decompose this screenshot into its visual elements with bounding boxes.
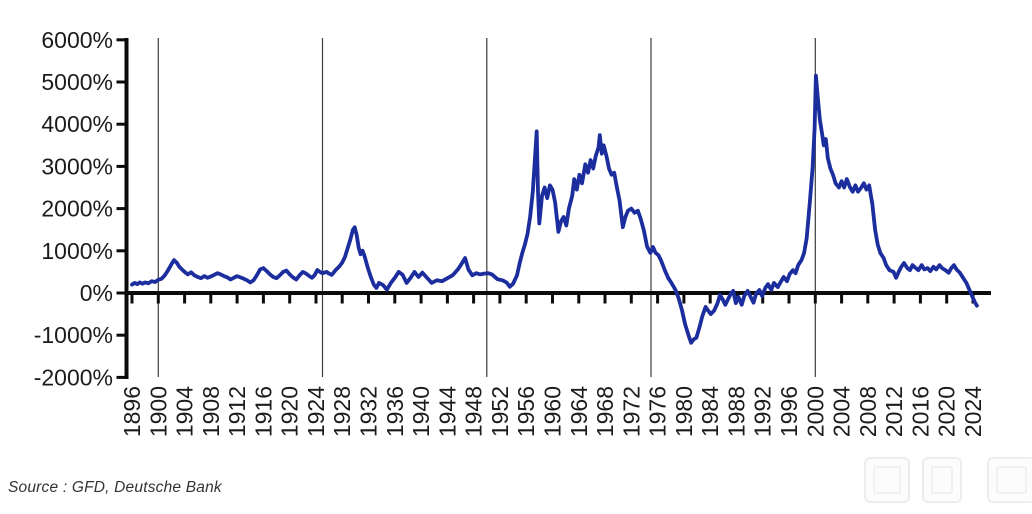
x-tick-label: 2024 (960, 386, 986, 437)
x-tick (419, 295, 423, 304)
x-tick-label: 1968 (592, 386, 618, 437)
x-tick-label: 1956 (513, 386, 539, 437)
x-tick (918, 295, 922, 304)
x-tick-label: 1916 (250, 386, 276, 437)
y-tick-label: 4000% (41, 111, 113, 137)
x-tick (288, 295, 292, 304)
x-tick (261, 295, 265, 304)
x-tick (682, 295, 686, 304)
reference-line-2000 (814, 38, 816, 377)
x-tick (130, 295, 134, 304)
x-tick-label: 2008 (855, 386, 881, 437)
x-tick (235, 295, 239, 304)
y-axis-line (124, 38, 129, 379)
x-tick (761, 295, 765, 304)
x-tick-label: 1932 (356, 386, 382, 437)
x-tick (656, 295, 660, 304)
x-tick (445, 295, 449, 304)
x-tick (892, 295, 896, 304)
x-tick (367, 295, 370, 304)
reference-line-1900 (157, 38, 159, 377)
x-tick-label: 1964 (566, 386, 592, 437)
rolling-returns-line-chart: 6000% 5000% 4000% 3000% 2000% 1000% 0% -1000% -2… (34, 27, 991, 437)
x-tick-label: 1996 (776, 386, 802, 437)
x-tick-label: 1992 (750, 386, 776, 437)
y-tick-label: -1000% (34, 322, 113, 348)
y-tick (116, 38, 125, 42)
x-tick (314, 295, 318, 304)
y-tick (116, 291, 125, 295)
x-tick (813, 295, 817, 304)
x-tick-label: 1904 (172, 386, 198, 437)
y-tick-label: 1000% (41, 238, 113, 264)
x-tick (603, 295, 607, 304)
reference-line-1925 (321, 38, 324, 377)
x-tick-label: 1988 (723, 386, 749, 437)
x-tick-label: 1980 (671, 386, 697, 437)
y-tick-label: 2000% (41, 196, 113, 222)
watermark-logo-inner (996, 466, 1027, 494)
watermark-logo-icon (987, 457, 1032, 503)
reference-line-1975 (650, 38, 652, 377)
x-tick (209, 295, 213, 304)
x-tick-label: 2016 (907, 386, 933, 437)
x-tick (787, 295, 791, 304)
x-tick-label: 1960 (540, 386, 566, 437)
data-line-rolling-return-percent (130, 73, 979, 345)
source-note: Source : GFD, Deutsche Bank (8, 479, 222, 496)
y-tick-label: 3000% (41, 153, 113, 179)
x-tick-label: 1940 (408, 386, 434, 437)
y-tick (116, 164, 125, 168)
y-tick (116, 375, 125, 379)
x-tick (866, 295, 870, 304)
y-tick-label: 6000% (41, 27, 113, 53)
y-tick (116, 249, 125, 253)
x-tick (629, 295, 633, 304)
x-tick-label: 1908 (198, 386, 224, 437)
x-tick-label: 2012 (881, 386, 907, 437)
x-tick (945, 295, 949, 304)
x-tick-label: 2020 (934, 386, 960, 437)
x-tick-label: 1948 (461, 386, 487, 437)
x-tick-label: 1944 (434, 386, 460, 437)
x-axis-line (124, 291, 991, 295)
y-tick (116, 80, 125, 84)
watermark-logo-inner (931, 466, 953, 494)
x-tick (393, 295, 397, 304)
y-tick (116, 122, 125, 126)
x-tick-label: 1936 (382, 386, 408, 437)
x-tick-label: 1984 (697, 386, 723, 437)
x-tick-label: 1976 (645, 386, 671, 437)
y-tick-label: 5000% (41, 69, 113, 95)
x-tick (472, 295, 476, 304)
watermark-logo-icon (864, 457, 910, 503)
x-tick (340, 295, 344, 304)
x-tick-label: 1896 (119, 386, 145, 437)
y-tick-label: -2000% (34, 364, 113, 390)
reference-line-1950 (486, 38, 488, 377)
watermark-logo-icon (922, 457, 962, 503)
x-tick-label: 1920 (277, 386, 303, 437)
y-tick (116, 333, 125, 337)
x-tick-label: 1900 (145, 386, 171, 437)
x-tick-label: 1928 (329, 386, 355, 437)
x-tick (708, 295, 712, 304)
x-tick (183, 295, 187, 304)
x-tick-label: 1972 (618, 386, 644, 437)
x-tick (577, 295, 581, 304)
x-tick-label: 1924 (303, 386, 329, 437)
x-tick-label: 2004 (829, 386, 855, 437)
x-tick (840, 295, 844, 304)
x-tick (156, 295, 160, 304)
x-tick-label: 1912 (224, 386, 250, 437)
x-tick (498, 295, 502, 304)
x-tick-label: 1952 (487, 386, 513, 437)
y-tick (116, 207, 125, 211)
x-tick (524, 295, 528, 304)
y-tick-label: 0% (80, 280, 113, 306)
x-tick-label: 2000 (802, 386, 828, 437)
watermark-logo-inner (873, 466, 901, 494)
x-tick (551, 295, 554, 304)
